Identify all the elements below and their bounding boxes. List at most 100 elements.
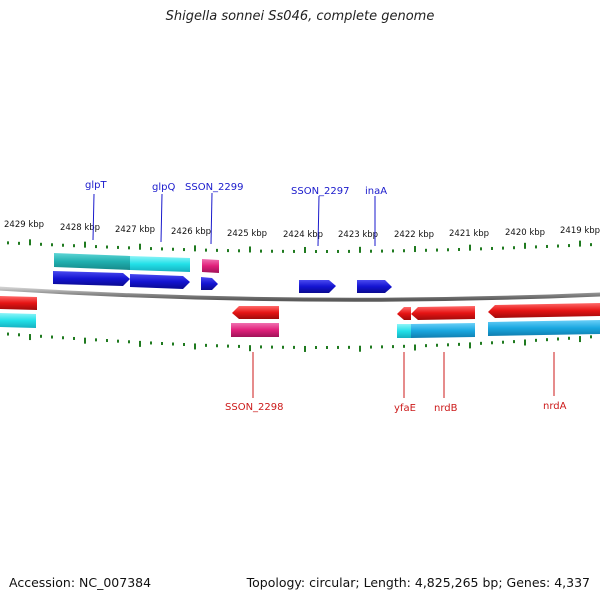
major-tick: [304, 345, 306, 352]
minor-tick: [337, 249, 339, 253]
minor-tick: [150, 341, 152, 345]
minor-tick: [282, 249, 284, 253]
tick-label: 2421 kbp: [449, 229, 489, 239]
minor-tick: [480, 247, 482, 251]
major-tick: [194, 245, 196, 252]
minor-tick: [425, 248, 427, 252]
minor-tick: [260, 345, 262, 349]
minor-tick: [238, 344, 240, 348]
tick-label: 2420 kbp: [505, 228, 545, 238]
minor-tick: [557, 337, 559, 341]
tick-label: 2423 kbp: [338, 230, 378, 240]
minor-tick: [51, 243, 53, 247]
minor-tick: [271, 249, 273, 253]
minor-tick: [95, 338, 97, 342]
major-tick: [304, 246, 306, 253]
minor-tick: [18, 241, 20, 245]
major-tick: [469, 342, 471, 349]
minor-tick: [502, 246, 504, 250]
minor-tick: [216, 344, 218, 348]
minor-tick: [293, 249, 295, 253]
minor-tick: [326, 345, 328, 349]
major-tick: [84, 337, 86, 344]
minor-tick: [260, 249, 262, 253]
minor-tick: [106, 339, 108, 343]
glpQ-gene-arrow: [130, 274, 190, 289]
tick-label: 2419 kbp: [560, 226, 600, 236]
SSON_2297-leader-line: [317, 195, 320, 247]
minor-tick: [480, 341, 482, 345]
minor-tick: [106, 245, 108, 249]
glpT-leader-line: [92, 193, 95, 241]
SSON_2299-leader-line: [210, 192, 213, 245]
minor-tick: [271, 345, 273, 349]
tick-label: 2427 kbp: [115, 225, 155, 235]
minor-tick: [172, 247, 174, 251]
forward-gene-labels: glpT glpQ SSON_2299 SSON_2297 inaA: [85, 180, 387, 247]
minor-tick: [403, 249, 405, 253]
nrdA-gene-arrow: [488, 303, 600, 318]
glpQ-label: glpQ: [152, 182, 175, 193]
major-tick: [579, 240, 581, 247]
tick-label: 2425 kbp: [227, 229, 267, 239]
glpT-label: glpT: [85, 180, 107, 191]
minor-tick: [282, 345, 284, 349]
minor-tick: [370, 249, 372, 253]
minor-tick: [73, 336, 75, 340]
SSON_2298-label: SSON_2298: [225, 402, 284, 413]
inner-tick-scale: [7, 332, 592, 352]
minor-tick: [51, 335, 53, 339]
left-edge-cog-bar: [0, 313, 36, 328]
major-tick: [29, 334, 31, 341]
major-tick: [524, 339, 526, 346]
major-tick: [414, 344, 416, 351]
nrdB-gene-arrow: [411, 306, 475, 320]
SSON_2299-label: SSON_2299: [185, 182, 244, 193]
minor-tick: [546, 244, 548, 248]
major-tick: [469, 244, 471, 251]
minor-tick: [491, 246, 493, 250]
yfaE-label: yfaE: [394, 403, 416, 414]
minor-tick: [95, 245, 97, 249]
minor-tick: [205, 248, 207, 252]
SSON_2298-cog-bar: [231, 323, 279, 337]
minor-tick: [238, 249, 240, 253]
inaA-gene-arrow: [357, 280, 392, 293]
tick-label: 2426 kbp: [171, 227, 211, 237]
minor-tick: [161, 247, 163, 251]
forward-cog-track: [54, 253, 219, 273]
minor-tick: [392, 249, 394, 253]
reverse-cds-track: [0, 296, 600, 320]
minor-tick: [535, 245, 537, 249]
minor-tick: [381, 345, 383, 349]
minor-tick: [513, 340, 515, 344]
major-tick: [414, 246, 416, 253]
minor-tick: [458, 247, 460, 251]
minor-tick: [513, 246, 515, 250]
tick-label: 2422 kbp: [394, 230, 434, 240]
tick-label: 2428 kbp: [60, 223, 100, 233]
minor-tick: [370, 345, 372, 349]
minor-tick: [425, 344, 427, 348]
SSON_2299-gene-arrow: [201, 277, 218, 290]
minor-tick: [40, 242, 42, 246]
minor-tick: [546, 338, 548, 342]
minor-tick: [117, 339, 119, 343]
minor-tick: [557, 244, 559, 248]
minor-tick: [40, 334, 42, 338]
major-tick: [579, 336, 581, 343]
glpT-cog-bar: [54, 253, 130, 270]
outer-tick-scale: [7, 239, 592, 253]
minor-tick: [205, 343, 207, 347]
forward-cds-track: [53, 271, 392, 293]
major-tick: [359, 246, 361, 253]
yfaE-gene-arrow: [397, 307, 411, 320]
SSON_2297-gene-arrow: [299, 280, 336, 293]
minor-tick: [227, 344, 229, 348]
SSON_2298-gene-arrow: [232, 306, 279, 319]
minor-tick: [315, 249, 317, 253]
major-tick: [139, 340, 141, 347]
minor-tick: [128, 340, 130, 344]
glpQ-cog-bar: [130, 256, 190, 272]
